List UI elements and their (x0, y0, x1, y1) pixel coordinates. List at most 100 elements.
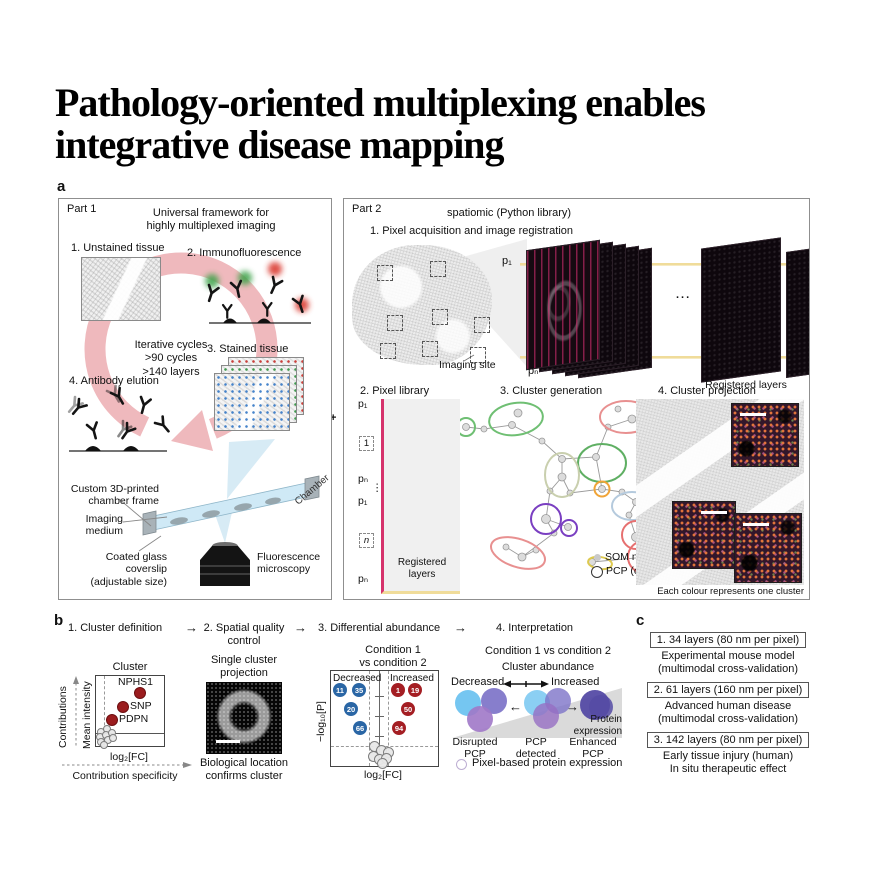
cluster-outline-purple (530, 503, 562, 535)
part2-heading: spatiomic (Python library) (446, 207, 572, 219)
pixel-library-column: Registered layers (381, 399, 460, 594)
red-fluorophore-icon (268, 262, 282, 276)
marker-dot-snp (117, 701, 129, 713)
background-dot (100, 741, 108, 749)
b-step2-header: 2. Spatial quality control (203, 622, 285, 648)
cluster-count-increased: 50 (401, 702, 415, 716)
library-pn-label: pₙ (358, 473, 369, 485)
cluster-graph (456, 400, 661, 576)
decreased-header: Decreased (333, 673, 382, 684)
qc-title: Single cluster projection (210, 654, 278, 680)
scatter-title: Cluster (112, 661, 148, 673)
part1-box: Part 1 Universal framework for highly mu… (58, 198, 332, 600)
cluster-outline-orange (593, 480, 611, 498)
library-site1-box: 1 (359, 436, 374, 451)
green-fluorophore-icon (205, 274, 219, 288)
marker-label-pdpn: PDPN (119, 713, 149, 725)
unstained-tissue-image (81, 257, 161, 321)
scale-bar (743, 523, 769, 526)
threshold-line (104, 676, 105, 746)
axis-tick (375, 736, 384, 737)
dataset-1: 1. 34 layers (80 nm per pixel) (640, 630, 816, 648)
imaging-medium-label: Imaging medium (85, 513, 123, 538)
imaging-site-marker (432, 309, 448, 325)
panel-a-label: a (57, 178, 66, 195)
pixel-acquisition-label: 1. Pixel acquisition and image registrat… (370, 225, 574, 237)
marker-dot-pdpn (106, 714, 118, 726)
registration-line-top (520, 263, 792, 266)
dataset-2-desc: Advanced human disease (multimodal cross… (658, 700, 798, 726)
dashed-axis-arrow-right (62, 762, 192, 768)
cluster-inset-image (672, 501, 736, 569)
threshold-line (369, 671, 370, 766)
axis-tick (375, 696, 384, 697)
pcp-circle-icon (591, 566, 603, 578)
step1-unstained-label: 1. Unstained tissue (71, 242, 165, 254)
b-step3-header: 3. Differential abundance (318, 622, 441, 634)
x-axis-contribution-specificity: Contribution specificity (72, 770, 178, 782)
imaging-site-label: Imaging site (439, 359, 496, 371)
pixel-library-label: 2. Pixel library (360, 385, 430, 397)
imaging-site-marker (387, 315, 403, 331)
group2-label: PCP detected (515, 736, 557, 761)
registered-layers-column-label: Registered layers (397, 557, 447, 580)
image-layer-front (526, 239, 600, 371)
qc-caption: Biological location confirms cluster (199, 757, 289, 783)
volcano-title: Condition 1 vs condition 2 (359, 644, 427, 670)
figure-title: Pathology-oriented multiplexing enables … (55, 80, 706, 167)
dataset-3-box: 3. 142 layers (80 nm per pixel) (646, 732, 810, 748)
pcp-blob (589, 695, 613, 719)
interp-decreased-label: Decreased (451, 676, 505, 688)
cycle-text: Iterative cycles >90 cycles >140 layers (134, 339, 208, 378)
library-p1-label-2: p₁ (358, 495, 368, 507)
imaging-site-pointer (463, 354, 475, 362)
cluster-count-decreased: 35 (352, 683, 366, 697)
cluster-inset-image (734, 513, 802, 583)
arrow-right-icon: → (185, 620, 198, 635)
pixel-protein-circle-icon (456, 759, 467, 770)
som-node-icon (594, 554, 601, 561)
cluster-projection-label: 4. Cluster projection (658, 385, 756, 397)
scatter-plot: NPHS1 SNP PDPN (95, 675, 165, 749)
registered-layers-label: Registered layers (705, 379, 787, 391)
axis-tick (375, 716, 384, 717)
arrow-right-icon: → (566, 699, 579, 714)
protein-expression-label: Protein expression (573, 714, 622, 737)
part2-box: Part 2 spatiomic (Python library) 1. Pix… (343, 198, 810, 600)
image-layer (786, 246, 809, 378)
cluster-count-decreased: 66 (353, 721, 367, 735)
antibody-icon (265, 275, 284, 297)
library-dots: ⋮ (372, 482, 383, 494)
antibody-icon (85, 421, 102, 441)
volcano-ylabel: −log₁₀[P] (315, 701, 327, 742)
ns-dot (377, 758, 388, 769)
b-step4-header: 4. Interpretation (496, 622, 574, 634)
center-axis (379, 671, 380, 766)
stained-tissue-image-blue (214, 373, 290, 431)
imaging-site-marker (377, 265, 393, 281)
chamber-frame-label: Custom 3D-printed chamber frame (70, 483, 159, 508)
imaging-site-marker (430, 261, 446, 277)
part1-heading: Universal framework for highly multiplex… (146, 207, 276, 233)
cycle-arrowhead (171, 410, 213, 451)
cluster-outline-green (488, 401, 544, 437)
cluster-count-decreased: 20 (344, 702, 358, 716)
microscope-objective-icon (200, 542, 250, 586)
cluster-count-increased: 1 (391, 683, 405, 697)
immunofluorescence-graphic (203, 262, 311, 324)
ellipsis: ... (676, 289, 692, 301)
dataset-2: 2. 61 layers (160 nm per pixel) (640, 680, 816, 698)
step2-immuno-label: 2. Immunofluorescence (187, 247, 302, 259)
interp-increased-label: Increased (551, 676, 600, 688)
interp-subtitle: Cluster abundance (501, 661, 595, 673)
cluster-inset-image (731, 403, 799, 467)
range-arrow-icon (503, 680, 549, 688)
antibody-elution-graphic (64, 384, 174, 452)
pcp-blob (467, 706, 493, 732)
projection-caption: Each colour represents one cluster (657, 586, 804, 597)
group1-label: Disrupted PCP (452, 736, 498, 761)
threshold-line (96, 733, 164, 734)
antibody-icon (221, 303, 233, 319)
b-step1-header: 1. Cluster definition (68, 622, 163, 634)
